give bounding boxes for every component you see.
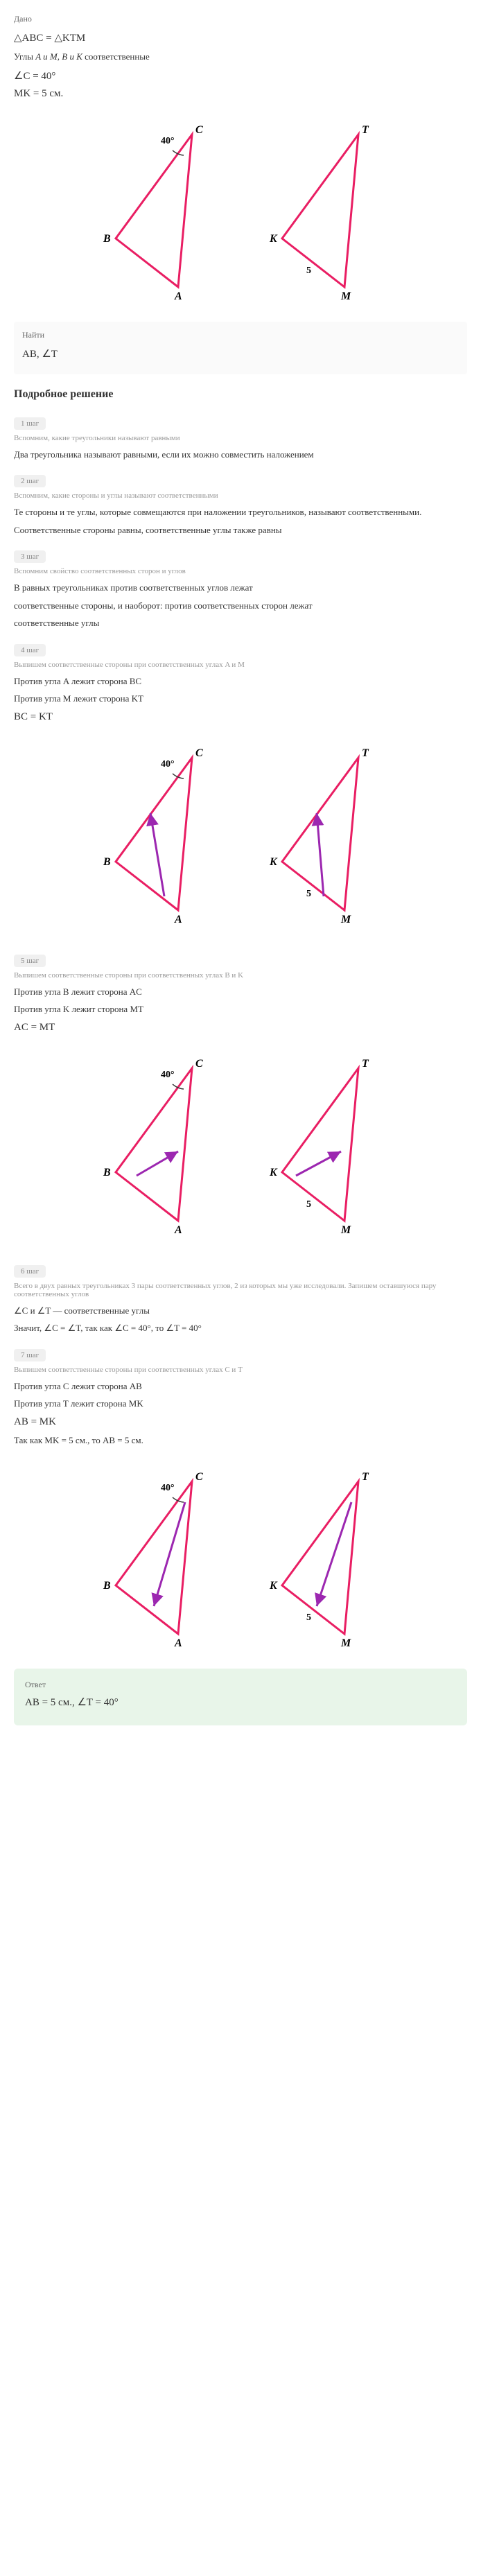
diagram-step5: 40° A B C K T M 5: [95, 1047, 386, 1242]
step-line: соответственные стороны, и наоборот: про…: [14, 599, 467, 613]
diagram-step7: 40° A B C K T M 5: [95, 1461, 386, 1655]
answer-section: Ответ AB = 5 см., ∠T = 40°: [14, 1669, 467, 1725]
step-line: Против угла K лежит сторона MT: [14, 1002, 467, 1016]
svg-text:K: K: [269, 1167, 278, 1178]
step-line: ∠C и ∠T — соответственные углы: [14, 1304, 467, 1318]
step-line: Соответственные стороны равны, соответст…: [14, 523, 467, 537]
step-desc-6: Всего в двух равных треугольниках 3 пары…: [14, 1282, 467, 1298]
step-line: Против угла B лежит сторона AC: [14, 985, 467, 999]
svg-text:A: A: [174, 290, 182, 302]
svg-text:M: M: [340, 914, 351, 925]
step-line: В равных треугольниках против соответств…: [14, 581, 467, 595]
svg-text:C: C: [195, 124, 203, 136]
svg-text:40°: 40°: [161, 136, 175, 146]
given-line2: Углы A и M, B и K соответственные: [14, 50, 467, 64]
step-badge-1: 1 шаг: [14, 417, 46, 430]
svg-text:C: C: [195, 747, 203, 759]
step-desc-3: Вспомним свойство соответственных сторон…: [14, 567, 467, 575]
step-line: Против угла T лежит сторона MK: [14, 1397, 467, 1411]
step-badge-7: 7 шаг: [14, 1349, 46, 1361]
triangle-ktm: K T M 5: [269, 1471, 369, 1649]
answer-label: Ответ: [25, 1680, 456, 1690]
svg-text:B: B: [103, 856, 111, 868]
step-line: Так как MK = 5 см., то AB = 5 см.: [14, 1434, 467, 1447]
given-label: Дано: [14, 14, 467, 24]
svg-text:40°: 40°: [161, 1070, 175, 1080]
triangle-abc: 40° A B C: [103, 124, 203, 302]
svg-text:B: B: [103, 1167, 111, 1178]
step-line: Те стороны и те углы, которые совмещаютс…: [14, 505, 467, 519]
given-line4: MK = 5 см.: [14, 88, 467, 100]
step-desc-5: Выпишем соответственные стороны при соот…: [14, 971, 467, 980]
svg-text:B: B: [103, 1580, 111, 1592]
given-line3: ∠C = 40°: [14, 69, 467, 82]
triangle-ktm: K T M 5: [269, 124, 369, 302]
find-section: Найти AB, ∠T: [14, 322, 467, 374]
svg-text:K: K: [269, 856, 278, 868]
diagram-given: 40° A B C K T M 5: [95, 114, 386, 308]
svg-text:5: 5: [306, 889, 311, 899]
diagram-step4: 40° A B C K T M 5: [95, 737, 386, 931]
triangle-abc: 40° A B C: [103, 1058, 203, 1236]
triangle-abc: 40° A B C: [103, 747, 203, 925]
svg-text:T: T: [362, 1471, 369, 1483]
step-line: Против угла M лежит сторона KT: [14, 692, 467, 706]
svg-text:T: T: [362, 1058, 369, 1070]
triangle-ktm: K T M 5: [269, 1058, 369, 1236]
given-line1: △ABC = △KTM: [14, 31, 467, 44]
svg-text:M: M: [340, 1637, 351, 1649]
step-badge-5: 5 шаг: [14, 955, 46, 967]
step-line: соответственные углы: [14, 616, 467, 630]
answer-content: AB = 5 см., ∠T = 40°: [25, 1696, 456, 1709]
step-badge-2: 2 шаг: [14, 475, 46, 487]
step-line: Два треугольника называют равными, если …: [14, 448, 467, 462]
svg-text:40°: 40°: [161, 1483, 175, 1493]
svg-text:5: 5: [306, 1199, 311, 1210]
svg-text:A: A: [174, 1224, 182, 1236]
svg-text:K: K: [269, 1580, 278, 1592]
step-badge-4: 4 шаг: [14, 644, 46, 656]
step-line: Значит, ∠C = ∠T, так как ∠C = 40°, то ∠T…: [14, 1321, 467, 1335]
step-line: AB = MK: [14, 1416, 467, 1428]
step-badge-3: 3 шаг: [14, 550, 46, 563]
svg-text:40°: 40°: [161, 759, 175, 769]
step-badge-6: 6 шаг: [14, 1265, 46, 1278]
svg-text:M: M: [340, 1224, 351, 1236]
svg-text:C: C: [195, 1058, 203, 1070]
svg-text:M: M: [340, 290, 351, 302]
step-desc-1: Вспомним, какие треугольники называют ра…: [14, 434, 467, 442]
step-line: AC = MT: [14, 1022, 467, 1034]
find-label: Найти: [22, 330, 459, 340]
triangle-ktm: K T M 5: [269, 747, 369, 925]
step-desc-2: Вспомним, какие стороны и углы называют …: [14, 491, 467, 500]
find-content: AB, ∠T: [22, 347, 459, 360]
step-line: Против угла C лежит сторона AB: [14, 1380, 467, 1393]
svg-text:T: T: [362, 747, 369, 759]
solution-heading: Подробное решение: [14, 388, 467, 401]
triangle-abc: 40° A B C: [103, 1471, 203, 1649]
step-line: Против угла A лежит сторона BC: [14, 675, 467, 688]
svg-text:K: K: [269, 233, 278, 245]
svg-text:B: B: [103, 233, 111, 245]
svg-text:T: T: [362, 124, 369, 136]
step-line: BC = KT: [14, 711, 467, 723]
svg-text:A: A: [174, 1637, 182, 1649]
svg-text:A: A: [174, 914, 182, 925]
svg-text:C: C: [195, 1471, 203, 1483]
svg-text:5: 5: [306, 266, 311, 276]
step-desc-4: Выпишем соответственные стороны при соот…: [14, 661, 467, 669]
svg-text:5: 5: [306, 1612, 311, 1623]
step-desc-7: Выпишем соответственные стороны при соот…: [14, 1366, 467, 1374]
